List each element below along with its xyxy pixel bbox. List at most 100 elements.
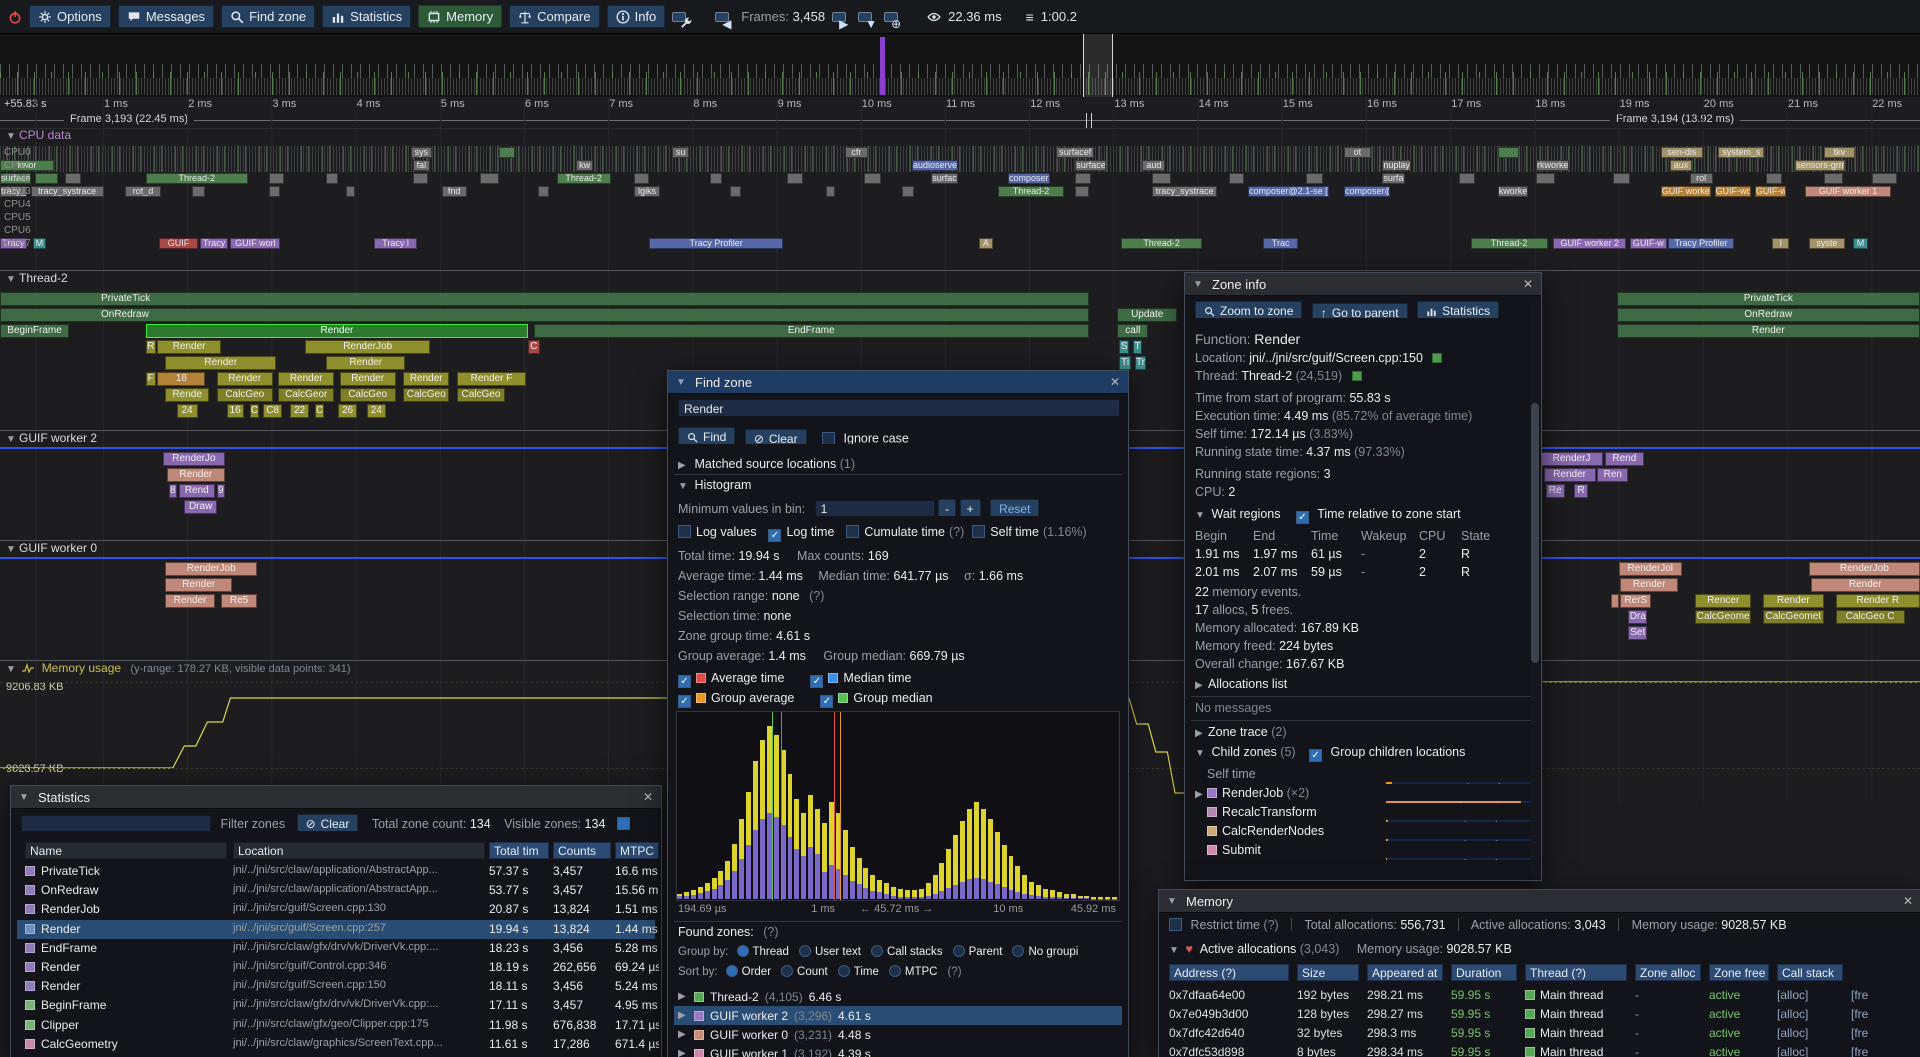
- zone[interactable]: 8: [168, 484, 177, 498]
- prev-frame-button[interactable]: ◀: [715, 11, 732, 31]
- sort-by-radio[interactable]: [781, 965, 794, 977]
- sort-by-radio[interactable]: [837, 965, 850, 977]
- allocation-row[interactable]: 0x7dfc42d640 32 bytes 298.3 ms 59.95 s Main …: [1165, 1024, 1915, 1043]
- cpu-zone[interactable]: [710, 173, 722, 184]
- collapse-icon[interactable]: ▼: [678, 481, 688, 492]
- option-checkbox[interactable]: [846, 525, 860, 538]
- cpu-zone[interactable]: surfacefl: [931, 173, 959, 184]
- cpu-zone[interactable]: l: [1772, 238, 1790, 249]
- min-bin-input[interactable]: [814, 500, 935, 516]
- stats-checkbox[interactable]: [616, 817, 630, 830]
- cpu-zone[interactable]: M: [32, 238, 47, 249]
- find-zone-button[interactable]: Find zone: [221, 5, 316, 28]
- cpu-zone[interactable]: tracy_systrace: [1152, 186, 1218, 197]
- allocation-row[interactable]: 0x7dfaa64e00 192 bytes 298.21 ms 59.95 s Mai…: [1165, 986, 1915, 1005]
- expand-icon[interactable]: ▶: [678, 991, 686, 1002]
- zone[interactable]: Render: [1620, 578, 1679, 592]
- cpu-zone[interactable]: surfacef: [1056, 147, 1095, 158]
- zone[interactable]: Render R: [1835, 594, 1920, 608]
- cpu-zone[interactable]: surfacefl: [0, 173, 31, 184]
- group-by-radio[interactable]: [1012, 945, 1025, 957]
- zone[interactable]: Render: [339, 372, 396, 386]
- cpu-zone[interactable]: Thread-2: [1121, 238, 1202, 249]
- table-row[interactable]: PrivateTick jni/../jni/src/claw/applicati…: [17, 862, 658, 881]
- cpu-zone[interactable]: [412, 173, 429, 184]
- zone[interactable]: Render: [1616, 324, 1920, 338]
- column-header[interactable]: Counts: [553, 842, 611, 859]
- find-zone-titlebar[interactable]: ▼ Find zone ✕: [668, 371, 1128, 394]
- zone-info-titlebar[interactable]: ▼ Zone info ✕: [1185, 273, 1541, 296]
- cpu-zone[interactable]: su: [672, 147, 690, 158]
- cpu-data-header[interactable]: ▼ CPU data: [0, 128, 1920, 143]
- close-icon[interactable]: ✕: [1522, 277, 1533, 291]
- clear-filter-button[interactable]: ⊘ Clear: [296, 814, 359, 831]
- option-checkbox[interactable]: [972, 525, 986, 538]
- legend-checkbox[interactable]: ✓: [820, 695, 834, 708]
- compare-button[interactable]: Compare: [509, 5, 600, 28]
- find-zone-histogram[interactable]: [676, 711, 1120, 901]
- cpu-zone[interactable]: aux: [1670, 160, 1692, 171]
- column-header[interactable]: Appeared at: [1367, 964, 1443, 981]
- collapse-icon[interactable]: ▼: [1195, 510, 1205, 521]
- cpu-zone[interactable]: Thread-2: [556, 173, 611, 184]
- zone[interactable]: Render F: [456, 372, 527, 386]
- zone[interactable]: 24: [176, 404, 198, 418]
- reset-button[interactable]: Reset: [990, 499, 1040, 516]
- cpu-zone[interactable]: GUIF worker 1: [1804, 186, 1892, 197]
- cpu-zone[interactable]: sensors-grm: [1795, 160, 1846, 171]
- time-relative-checkbox[interactable]: ✓: [1295, 511, 1309, 524]
- zone[interactable]: Render: [278, 372, 335, 386]
- collapse-icon[interactable]: ▼: [6, 274, 16, 285]
- table-row[interactable]: Render jni/../jni/src/guif/Screen.cpp:150…: [17, 977, 658, 996]
- zone[interactable]: Rencer: [1695, 594, 1752, 608]
- scrollbar[interactable]: [1531, 297, 1539, 876]
- zone[interactable]: CalcGeor: [278, 388, 335, 402]
- column-header[interactable]: MTPC: [615, 842, 659, 859]
- find-button[interactable]: Find: [678, 427, 736, 444]
- statistics-button[interactable]: Statistics: [322, 5, 412, 28]
- power-icon[interactable]: [8, 10, 22, 24]
- group-by-radio[interactable]: [798, 945, 811, 957]
- wait-regions-label[interactable]: Wait regions: [1211, 507, 1281, 521]
- cpu-zone[interactable]: [192, 186, 206, 197]
- zone[interactable]: Render: [145, 324, 528, 338]
- cpu-zone[interactable]: [537, 186, 550, 197]
- zone[interactable]: CalcGeo: [339, 388, 396, 402]
- cpu-zone[interactable]: kw: [576, 160, 594, 171]
- cpu-zone[interactable]: composer@2.1-se [HW: [1248, 186, 1329, 197]
- close-icon[interactable]: ✕: [1902, 894, 1913, 908]
- cpu-zone[interactable]: Tracy l: [374, 238, 417, 249]
- cpu-zone[interactable]: [480, 173, 500, 184]
- zone[interactable]: Render: [165, 594, 216, 608]
- memory-titlebar[interactable]: ▼ Memory ✕: [1159, 890, 1920, 913]
- cpu-zone[interactable]: [499, 147, 515, 158]
- statistics-titlebar[interactable]: ▼ Statistics ✕: [11, 786, 661, 809]
- options-button[interactable]: Options: [29, 5, 111, 28]
- zone[interactable]: Render: [1810, 578, 1920, 592]
- child-zones-label[interactable]: Child zones: [1211, 745, 1277, 759]
- zone[interactable]: Re5: [220, 594, 258, 608]
- zone[interactable]: CalcGeo: [216, 388, 273, 402]
- column-header[interactable]: Location: [233, 842, 485, 859]
- zone[interactable]: RenderJob: [305, 340, 431, 354]
- cpu-zone[interactable]: [345, 186, 356, 197]
- zone[interactable]: Rend: [178, 484, 216, 498]
- cpu-zone[interactable]: [902, 186, 914, 197]
- cpu-zone[interactable]: surfacefl: [1075, 160, 1106, 171]
- zone[interactable]: Render: [1543, 468, 1596, 482]
- info-button[interactable]: Info: [606, 5, 666, 28]
- option-checkbox[interactable]: [678, 525, 691, 538]
- zone[interactable]: Render: [165, 356, 277, 370]
- cpu-zone[interactable]: Tracy: [0, 238, 27, 249]
- matched-locations-label[interactable]: Matched source locations: [694, 457, 837, 471]
- cpu-zone[interactable]: [825, 186, 836, 197]
- table-row[interactable]: CalcGeometry jni/../jni/src/claw/graphics…: [17, 1035, 659, 1054]
- collapse-icon[interactable]: ▼: [1193, 278, 1203, 290]
- zone[interactable]: 9: [216, 484, 225, 498]
- option-checkbox[interactable]: ✓: [768, 529, 782, 542]
- cpu-zone[interactable]: audioserver: [912, 160, 959, 171]
- find-zone-window[interactable]: ▼ Find zone ✕ Find ⊘Clear Ignore case ▶ …: [667, 370, 1129, 1057]
- tools-button[interactable]: [672, 11, 692, 28]
- expand-icon[interactable]: ▶: [1195, 789, 1203, 800]
- zone[interactable]: C: [528, 340, 540, 354]
